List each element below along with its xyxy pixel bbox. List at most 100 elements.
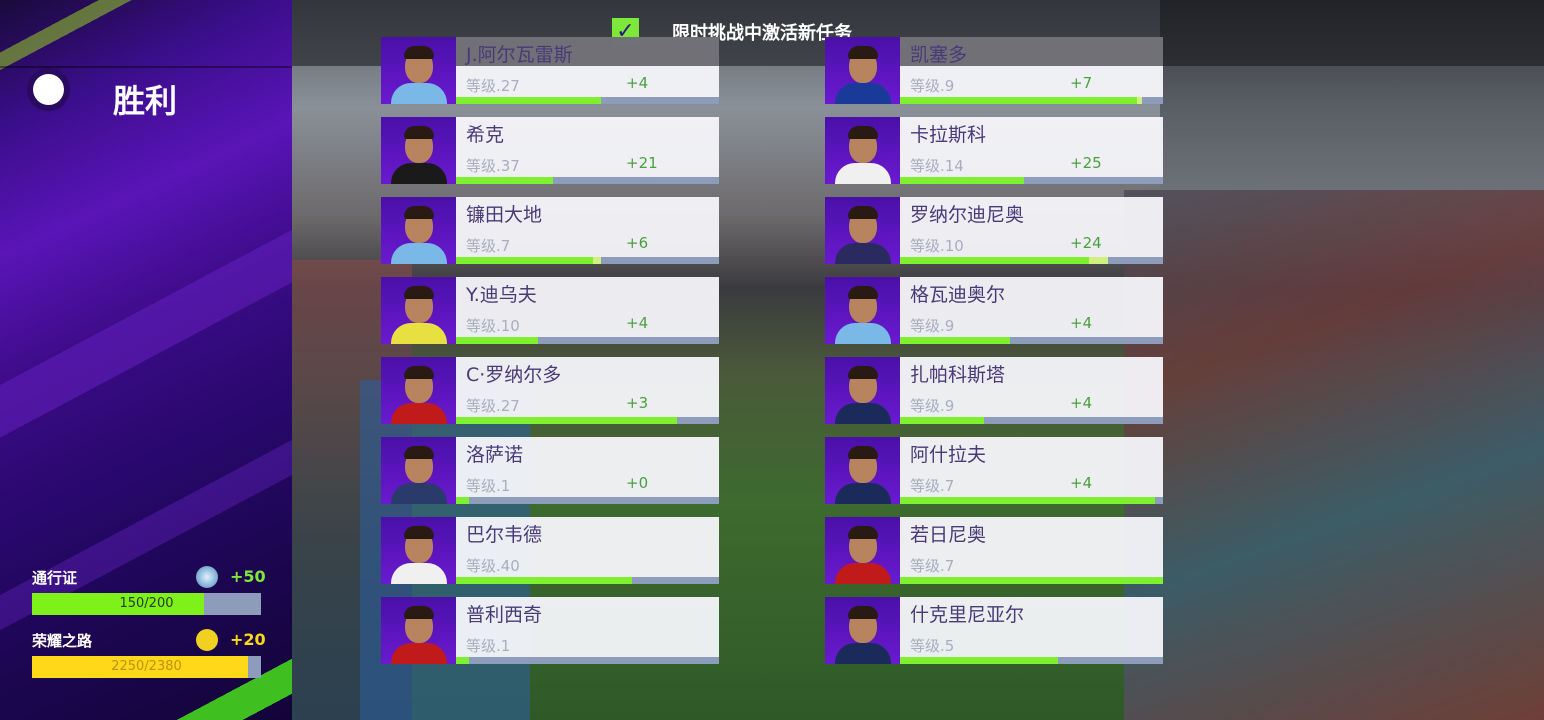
stadium-stands: [1124, 190, 1544, 720]
player-exp-bar: [456, 337, 719, 344]
player-level: 等级.27: [466, 77, 520, 95]
player-level: 等级.7: [910, 477, 955, 495]
player-card[interactable]: 凯塞多 等级.9 +7: [825, 37, 1163, 104]
result-title: 胜利: [113, 82, 178, 120]
player-exp-fill: [900, 497, 1156, 504]
soccer-ball-exp-icon: [196, 566, 218, 588]
player-exp-fill: [456, 177, 554, 184]
player-exp-fill: [456, 257, 593, 264]
player-level: 等级.9: [910, 317, 955, 335]
player-exp-gain: +4: [1070, 474, 1093, 492]
player-card[interactable]: 普利西奇 等级.1: [381, 597, 719, 664]
player-exp-gain: +4: [1070, 394, 1093, 412]
player-exp-gain: +3: [626, 394, 649, 412]
player-card[interactable]: 什克里尼亚尔 等级.5: [825, 597, 1163, 664]
player-exp-gain: +24: [1070, 234, 1102, 252]
player-exp-gain: +0: [626, 474, 649, 492]
player-card[interactable]: 格瓦迪奥尔 等级.9 +4: [825, 277, 1163, 344]
player-level: 等级.1: [466, 477, 511, 495]
player-exp-bar: [900, 417, 1163, 424]
player-exp-gain: +6: [626, 234, 649, 252]
player-portrait: [381, 117, 456, 184]
player-exp-fill: [900, 657, 1058, 664]
pass-progress-fill: [32, 593, 204, 615]
player-portrait: [825, 597, 900, 664]
player-name: 普利西奇: [466, 604, 543, 626]
player-name: 罗纳尔迪尼奥: [910, 204, 1025, 226]
player-exp-fill: [456, 577, 633, 584]
player-exp-fill: [900, 417, 985, 424]
player-card[interactable]: 希克 等级.37 +21: [381, 117, 719, 184]
player-card[interactable]: 阿什拉夫 等级.7 +4: [825, 437, 1163, 504]
player-portrait: [381, 437, 456, 504]
player-exp-bar: [900, 177, 1163, 184]
player-card[interactable]: 卡拉斯科 等级.14 +25: [825, 117, 1163, 184]
player-exp-bar: [456, 657, 719, 664]
player-exp-bar: [900, 497, 1163, 504]
player-card[interactable]: 洛萨诺 等级.1 +0: [381, 437, 719, 504]
player-card[interactable]: 扎帕科斯塔 等级.9 +4: [825, 357, 1163, 424]
player-exp-fill: [456, 657, 470, 664]
player-exp-bar: [900, 257, 1163, 264]
pass-progress-bar: 150/200: [32, 593, 261, 615]
player-name: 镰田大地: [466, 204, 543, 226]
player-level: 等级.9: [910, 397, 955, 415]
player-exp-bar: [456, 417, 719, 424]
player-level: 等级.7: [910, 557, 955, 575]
player-exp-bar: [456, 497, 719, 504]
player-name: 卡拉斯科: [910, 124, 987, 146]
player-exp-bar: [456, 177, 719, 184]
player-name: Y.迪乌夫: [466, 284, 537, 306]
player-card[interactable]: J.阿尔瓦雷斯 等级.27 +4: [381, 37, 719, 104]
player-portrait: [381, 197, 456, 264]
player-portrait: [381, 277, 456, 344]
player-exp-gain: +4: [626, 314, 649, 332]
player-name: 凯塞多: [910, 44, 968, 66]
player-exp-gain: +4: [1070, 314, 1093, 332]
player-level: 等级.1: [466, 637, 511, 655]
player-exp-bar: [900, 577, 1163, 584]
player-exp-gain: +21: [626, 154, 658, 172]
player-level: 等级.37: [466, 157, 520, 175]
pass-progress-value: 150/200: [119, 596, 174, 611]
player-name: 洛萨诺: [466, 444, 524, 466]
player-level: 等级.7: [466, 237, 511, 255]
pass-label: 通行证: [32, 569, 78, 587]
player-level: 等级.5: [910, 637, 955, 655]
player-exp-fill: [900, 337, 1011, 344]
player-portrait: [825, 357, 900, 424]
player-exp-gain-fill: [1089, 257, 1108, 264]
player-card[interactable]: 罗纳尔迪尼奥 等级.10 +24: [825, 197, 1163, 264]
player-card[interactable]: 若日尼奥 等级.7: [825, 517, 1163, 584]
player-name: 扎帕科斯塔: [910, 364, 1006, 386]
player-level: 等级.14: [910, 157, 964, 175]
player-exp-bar: [900, 337, 1163, 344]
player-portrait: [381, 597, 456, 664]
player-card[interactable]: Y.迪乌夫 等级.10 +4: [381, 277, 719, 344]
player-exp-fill: [456, 337, 538, 344]
player-name: 若日尼奥: [910, 524, 987, 546]
player-name: 希克: [466, 124, 505, 146]
player-exp-fill: [900, 577, 1163, 584]
player-level: 等级.9: [910, 77, 955, 95]
player-card[interactable]: 镰田大地 等级.7 +6: [381, 197, 719, 264]
player-exp-fill: [456, 417, 677, 424]
player-exp-fill: [456, 497, 470, 504]
player-exp-fill: [456, 97, 601, 104]
player-portrait: [825, 37, 900, 104]
player-name: 阿什拉夫: [910, 444, 987, 466]
glory-road-progress-bar: 2250/2380: [32, 656, 261, 678]
player-level: 等级.40: [466, 557, 520, 575]
divider: [0, 66, 292, 68]
player-name: C·罗纳尔多: [466, 364, 562, 386]
player-portrait: [825, 437, 900, 504]
player-portrait: [825, 117, 900, 184]
player-card[interactable]: C·罗纳尔多 等级.27 +3: [381, 357, 719, 424]
player-name: 什克里尼亚尔: [910, 604, 1025, 626]
player-card[interactable]: 巴尔韦德 等级.40: [381, 517, 719, 584]
player-name: 格瓦迪奥尔: [910, 284, 1006, 306]
player-portrait: [825, 277, 900, 344]
player-exp-gain-fill: [1136, 97, 1142, 104]
trophy-coin-icon: [196, 629, 218, 651]
player-exp-gain: +7: [1070, 74, 1093, 92]
